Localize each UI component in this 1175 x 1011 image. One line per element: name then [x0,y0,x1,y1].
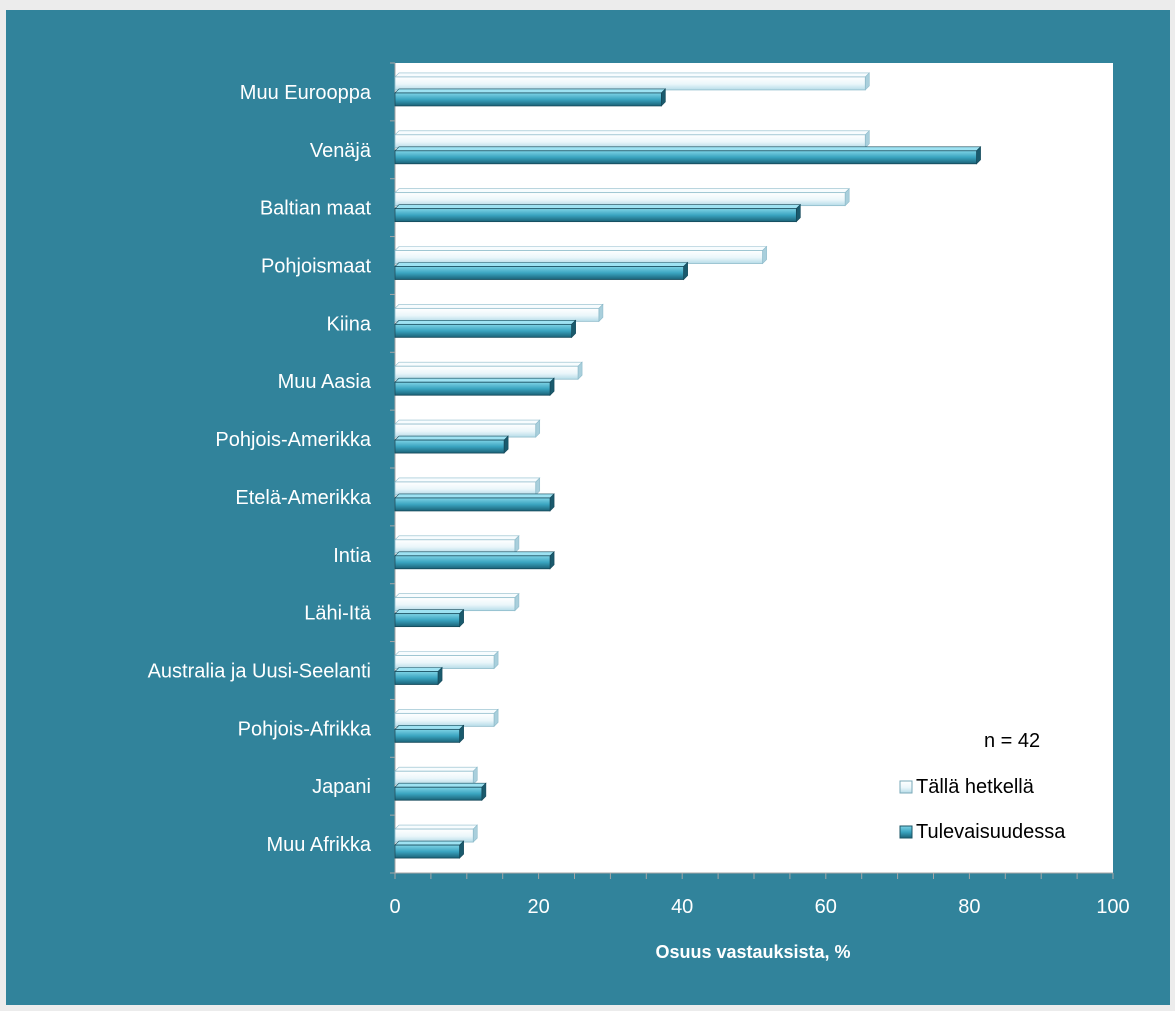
category-label: Australia ja Uusi-Seelanti [148,661,371,683]
bar-future [394,381,551,396]
legend-swatch-future [899,825,913,839]
category-label: Kiina [327,313,372,335]
bar-top-face [394,377,555,383]
bar-top-face [394,766,478,772]
bar-future [394,92,662,107]
chart-svg: Muu Eurooppa Venäjä Baltian maat Pohjoismaa… [148,62,1130,962]
bar-current [394,250,764,264]
bar-top-face [394,146,982,152]
category-label: Muu Eurooppa [240,82,372,104]
bar-top-face [394,304,604,309]
bar-future [394,786,483,801]
bar-top-face [394,435,509,441]
bar-top-face [394,593,520,598]
bar-current [394,192,846,207]
x-axis-title: Osuus vastauksista, % [655,942,850,962]
category-label: Muu Aasia [278,371,372,393]
bar-future [394,439,505,454]
x-tick-label: 60 [815,896,837,918]
bar-future [394,728,461,743]
category-label: Pohjois-Afrikka [238,718,372,740]
bar-top-face [394,320,577,325]
bar-current [394,423,537,438]
bar-current [394,539,516,554]
x-tick-label: 100 [1096,896,1129,918]
bar-current [394,655,495,669]
category-label: Pohjois-Amerikka [215,429,371,451]
bar-top-face [394,609,465,614]
bar-current [394,365,579,380]
x-tick-label: 40 [671,896,693,918]
bar-top-face [394,130,871,136]
n-annotation: n = 42 [984,730,1040,752]
bar-current [394,481,537,496]
plot-layer: Muu Eurooppa Venäjä Baltian maat Pohjoismaa… [148,62,1130,918]
bar-future [394,208,797,223]
bar-top-face [394,262,689,267]
x-tick-label: 80 [958,896,980,918]
bar-current [394,597,516,612]
bar-top-face [394,361,583,367]
bar-top-face [394,651,499,656]
bar-current [394,770,474,785]
bar-current [394,307,600,322]
legend-label-future: Tulevaisuudessa [916,821,1066,843]
bar-top-face [394,204,802,209]
category-label: Japani [312,776,371,798]
category-label: Venäjä [310,140,372,162]
bar-top-face [394,535,520,541]
bar-current [394,828,474,843]
category-label: Baltian maat [260,198,372,220]
bar-top-face [394,477,541,483]
bar-top-face [394,782,487,788]
bar-top-face [394,493,555,499]
bar-top-face [394,840,465,846]
bar-future [394,555,551,570]
bar-future [394,671,439,685]
x-tick-label: 20 [527,896,549,918]
bar-current [394,76,866,91]
bar-top-face [394,188,850,193]
x-tick-label: 0 [389,896,400,918]
bar-future [394,844,461,859]
bar-top-face [394,725,465,730]
bar-top-face [394,88,667,94]
bar-top-face [394,72,871,78]
category-label: Lähi-Itä [304,603,372,625]
bar-current [394,134,866,149]
bar-future [394,497,551,512]
category-label: Pohjoismaat [261,256,372,278]
bar-top-face [394,246,768,251]
bar-future [394,613,461,628]
bar-future [394,323,573,338]
legend: Tällä hetkellä Tulevaisuudessa [899,776,1066,843]
chart-frame: Muu Eurooppa Venäjä Baltian maat Pohjoismaa… [6,10,1170,1005]
bar-top-face [394,419,541,425]
category-label: Muu Afrikka [267,834,372,856]
bar-current [394,712,495,727]
bar-top-face [394,709,499,714]
legend-swatch-current [899,780,913,794]
category-label: Etelä-Amerikka [235,487,371,509]
bar-top-face [394,551,555,557]
legend-label-current: Tällä hetkellä [916,776,1035,798]
bar-top-face [394,824,478,830]
category-label: Intia [333,545,372,567]
bar-top-face [394,667,443,672]
bar-future [394,266,685,280]
bar-future [394,150,977,165]
